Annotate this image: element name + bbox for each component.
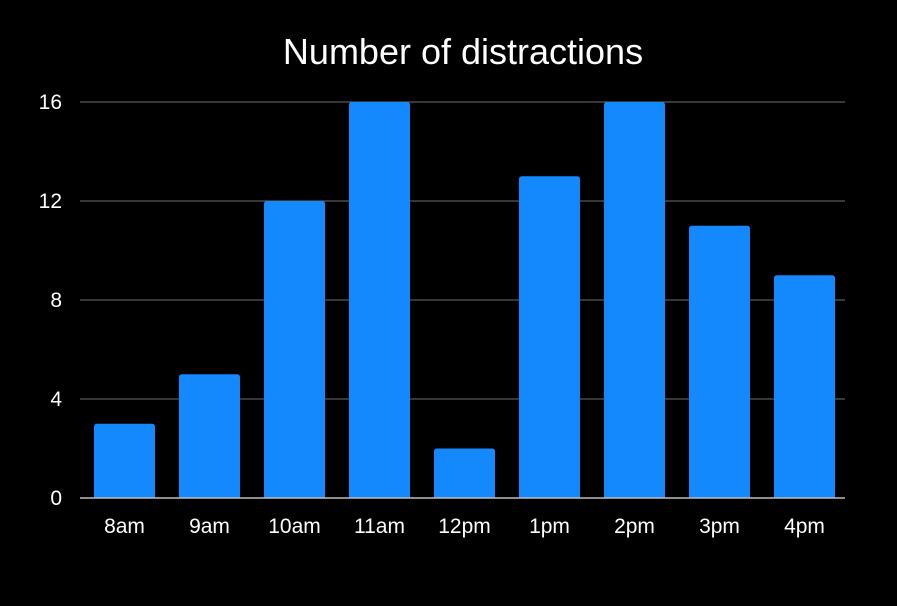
- x-tick-label: 12pm: [438, 515, 491, 538]
- y-tick-label: 0: [50, 487, 62, 510]
- y-tick-label: 16: [39, 91, 62, 114]
- bar-12pm: [434, 448, 495, 498]
- x-tick-label: 9am: [189, 515, 230, 538]
- y-axis-ticks: 0 4 8 12 16: [39, 91, 63, 510]
- chart-title: Number of distractions: [283, 31, 643, 72]
- x-tick-label: 4pm: [784, 515, 825, 538]
- bar-2pm: [604, 102, 665, 498]
- x-axis-ticks: 8am 9am 10am 11am 12pm 1pm 2pm 3pm 4pm: [104, 515, 825, 538]
- y-tick-label: 4: [50, 388, 62, 411]
- x-tick-label: 2pm: [614, 515, 655, 538]
- bar-3pm: [689, 225, 750, 498]
- bar-9am: [179, 374, 240, 498]
- x-tick-label: 11am: [354, 515, 405, 538]
- bar-4pm: [774, 275, 835, 498]
- bar-11am: [349, 102, 410, 498]
- x-tick-label: 10am: [268, 515, 321, 538]
- y-tick-label: 8: [50, 289, 62, 312]
- x-tick-label: 8am: [104, 515, 145, 538]
- bar-1pm: [519, 176, 580, 498]
- bars: [94, 102, 835, 498]
- bar-10am: [264, 201, 325, 498]
- y-tick-label: 12: [39, 190, 62, 213]
- x-tick-label: 3pm: [699, 515, 740, 538]
- x-tick-label: 1pm: [529, 515, 570, 538]
- bar-8am: [94, 423, 155, 498]
